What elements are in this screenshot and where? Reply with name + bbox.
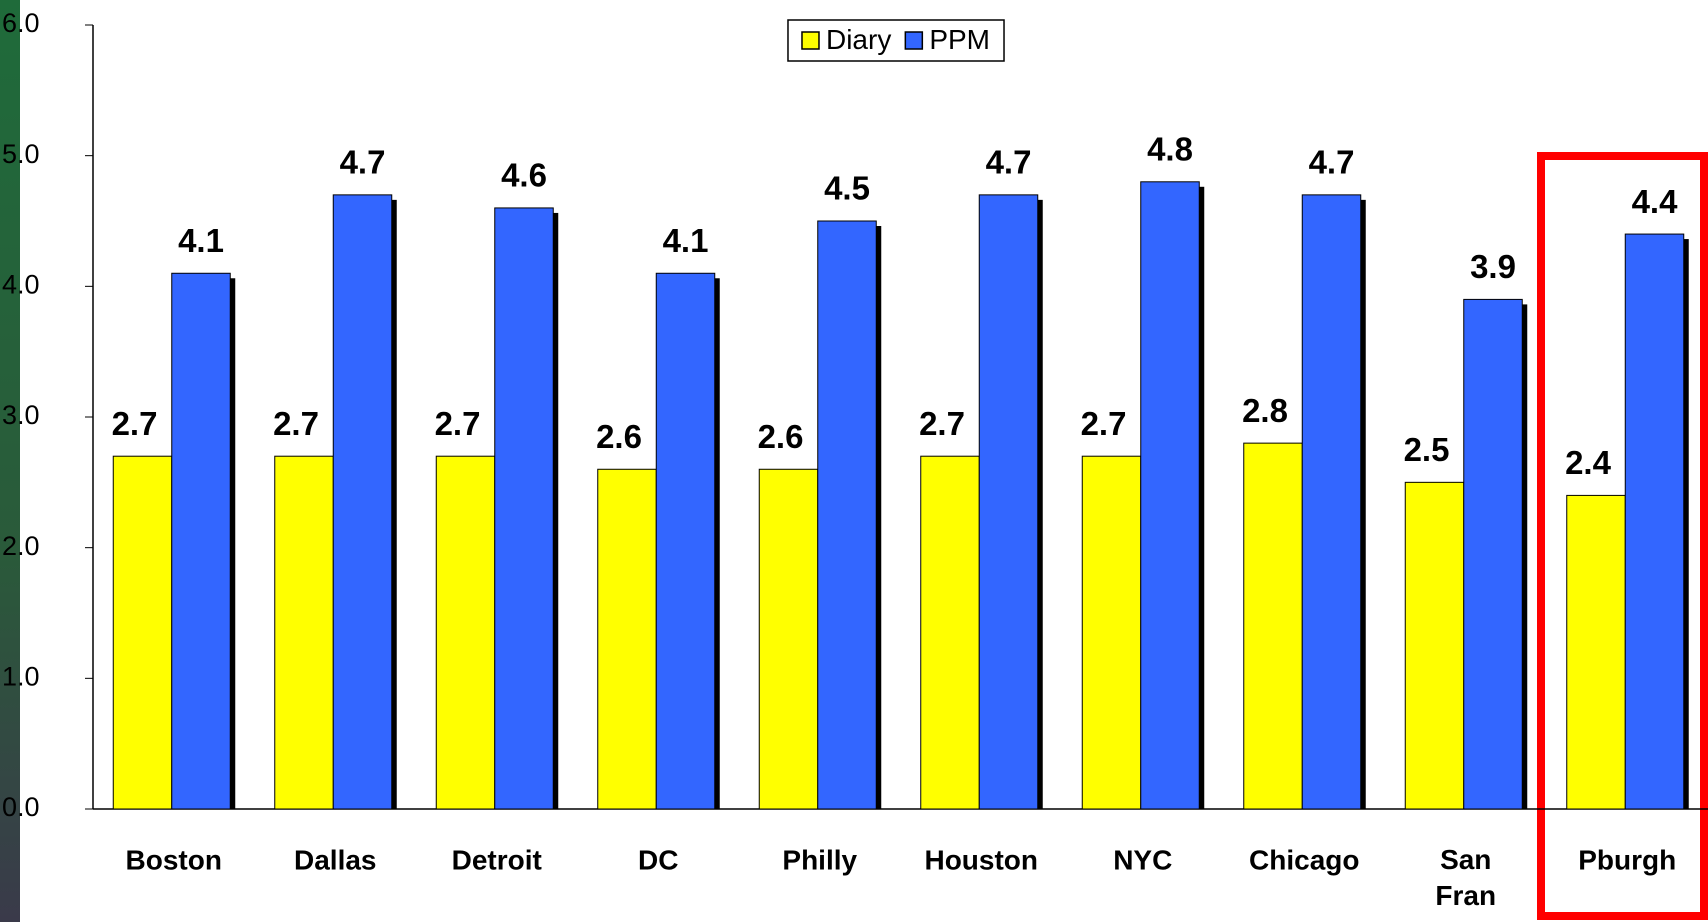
bar — [1140, 181, 1200, 810]
data-label: 2.7 — [919, 405, 965, 442]
data-label: 2.7 — [273, 405, 319, 442]
x-tick-label: San Fran — [1435, 844, 1496, 911]
bar — [1624, 233, 1685, 810]
bar — [1566, 494, 1626, 810]
data-label: 4.8 — [1147, 131, 1193, 168]
data-label: 2.4 — [1565, 444, 1612, 481]
bar — [1463, 298, 1523, 810]
bar — [171, 272, 231, 810]
legend-label: Diary — [826, 24, 891, 55]
bar — [597, 468, 657, 810]
x-tick-label: Boston — [126, 844, 222, 875]
data-label: 4.7 — [1309, 144, 1355, 181]
bar — [655, 272, 716, 810]
y-tick-label: 0.0 — [2, 792, 40, 822]
bar — [1301, 194, 1362, 810]
data-label: 2.8 — [1242, 392, 1288, 429]
y-tick-label: 3.0 — [2, 400, 40, 430]
highlight-box — [1537, 152, 1708, 920]
data-label: 4.6 — [501, 157, 547, 194]
data-label: 4.1 — [663, 222, 709, 259]
x-tick-label: Philly — [782, 844, 857, 875]
bar — [978, 194, 1039, 810]
data-label: 2.6 — [596, 418, 642, 455]
x-tick-label: Pburgh — [1578, 844, 1676, 875]
legend-box — [787, 19, 1005, 62]
data-label: 2.7 — [112, 405, 158, 442]
legend-swatch — [801, 31, 820, 50]
y-tick-label: 5.0 — [2, 139, 40, 169]
data-label: 2.6 — [758, 418, 804, 455]
data-label: 4.4 — [1632, 183, 1679, 220]
bar — [758, 468, 819, 810]
bar — [112, 455, 173, 810]
bar — [494, 207, 554, 810]
bar — [1081, 455, 1142, 810]
bar — [332, 194, 393, 810]
bar — [920, 455, 980, 810]
data-label: 2.7 — [435, 405, 481, 442]
x-tick-label: Detroit — [452, 844, 542, 875]
bar — [1404, 481, 1465, 810]
y-tick-label: 2.0 — [2, 531, 40, 561]
side-strip — [0, 0, 20, 922]
data-label: 4.7 — [340, 144, 386, 181]
y-tick-label: 4.0 — [2, 269, 40, 299]
y-tick-label: 6.0 — [2, 8, 40, 38]
x-tick-label: DC — [638, 844, 678, 875]
bar — [274, 455, 334, 810]
x-tick-line: San — [1440, 844, 1491, 875]
data-label: 2.5 — [1404, 431, 1450, 468]
data-label: 4.1 — [178, 222, 224, 259]
legend-label: PPM — [929, 24, 990, 55]
bar — [817, 220, 877, 810]
bar — [435, 455, 496, 810]
x-tick-label: NYC — [1113, 844, 1172, 875]
y-tick-label: 1.0 — [2, 661, 40, 691]
x-tick-label: Houston — [924, 844, 1038, 875]
x-tick-line: Fran — [1435, 880, 1496, 911]
data-label: 2.7 — [1081, 405, 1127, 442]
x-tick-label: Chicago — [1249, 844, 1359, 875]
data-label: 4.5 — [824, 170, 870, 207]
data-label: 4.7 — [986, 144, 1032, 181]
bar — [1243, 442, 1303, 810]
data-label: 3.9 — [1470, 248, 1516, 285]
legend-swatch — [904, 31, 924, 50]
x-tick-label: Dallas — [294, 844, 377, 875]
